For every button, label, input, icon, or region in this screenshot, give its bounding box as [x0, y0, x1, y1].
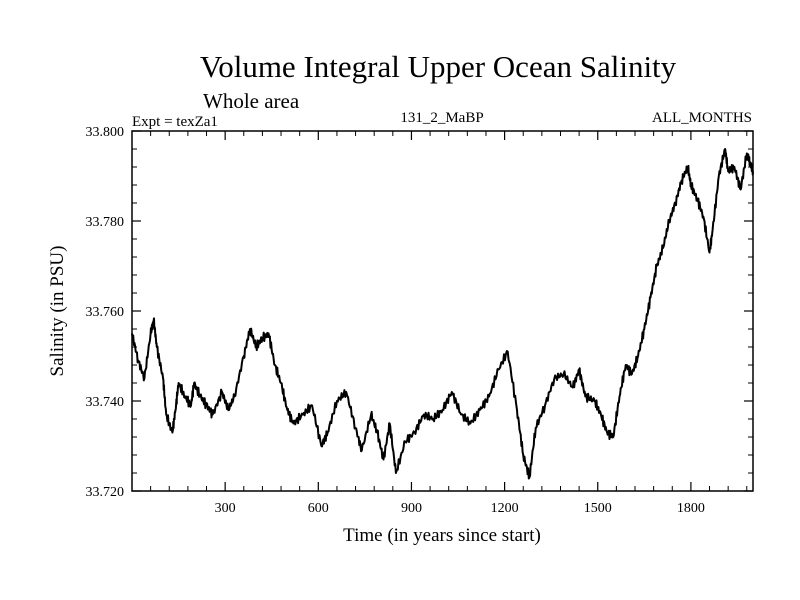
y-axis: 33.720 33.740 33.760 33.780 33.800 [86, 125, 753, 500]
x-tick-label: 900 [401, 501, 422, 516]
y-tick-label: 33.800 [86, 125, 125, 140]
x-axis: 300 600 900 1200 1500 1800 [150, 131, 748, 516]
x-tick-label: 1800 [677, 501, 705, 516]
chart-subtitle: Whole area [203, 89, 300, 113]
y-tick-label: 33.780 [86, 215, 125, 230]
y-tick-label: 33.760 [86, 305, 125, 320]
y-tick-label: 33.740 [86, 395, 125, 410]
y-tick-label: 33.720 [86, 485, 125, 500]
series-line-salinity [131, 148, 754, 480]
x-tick-label: 1500 [584, 501, 612, 516]
y-axis-label: Salinity (in PSU) [47, 246, 68, 377]
run-label: 131_2_MaBP [400, 110, 483, 126]
plot-frame [131, 130, 754, 492]
chart-title: Volume Integral Upper Ocean Salinity [200, 49, 677, 84]
x-tick-label: 1200 [491, 501, 519, 516]
experiment-label: Expt = texZa1 [132, 114, 218, 130]
period-label: ALL_MONTHS [652, 110, 752, 126]
x-axis-label: Time (in years since start) [343, 525, 541, 546]
x-tick-label: 600 [308, 501, 329, 516]
x-tick-label: 300 [215, 501, 236, 516]
